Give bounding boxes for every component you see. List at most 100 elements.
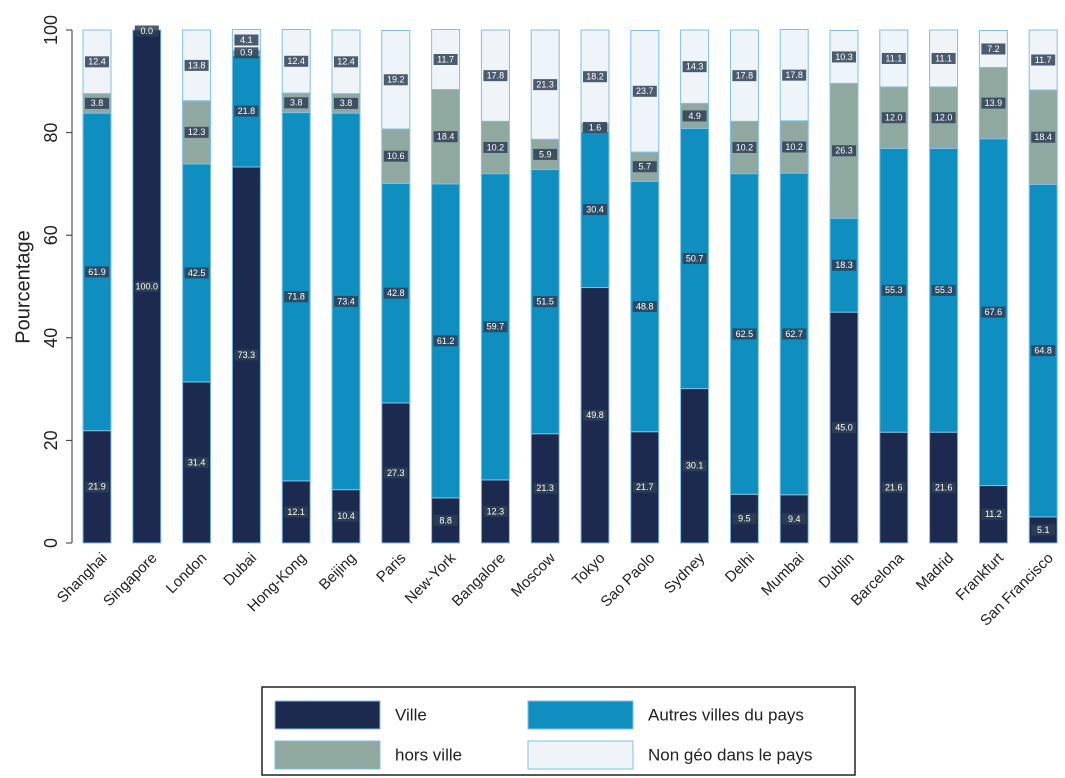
value-label: 49.8 bbox=[586, 410, 604, 420]
value-label-bg bbox=[832, 51, 856, 63]
value-label-bg bbox=[483, 505, 508, 517]
value-label-bg bbox=[284, 97, 309, 109]
value-label: 3.8 bbox=[91, 98, 104, 108]
value-label: 45.0 bbox=[835, 422, 853, 432]
value-label: 19.2 bbox=[387, 75, 405, 85]
x-tick-label: Delhi bbox=[722, 550, 758, 586]
value-label-bg bbox=[234, 34, 259, 46]
value-label-bg bbox=[632, 481, 657, 493]
value-label: 10.2 bbox=[487, 142, 505, 152]
value-label-bg bbox=[284, 291, 309, 303]
y-tick-label: 80 bbox=[41, 123, 61, 143]
value-label: 0.9 bbox=[240, 48, 253, 58]
y-tick-label: 100 bbox=[41, 15, 61, 45]
y-tick-label: 0 bbox=[41, 538, 61, 548]
value-label-bg bbox=[981, 43, 1006, 55]
value-label: 5.7 bbox=[639, 162, 652, 172]
value-label: 18.4 bbox=[1034, 132, 1052, 142]
value-label: 12.4 bbox=[88, 57, 106, 67]
x-tick-label: Sydney bbox=[661, 549, 709, 597]
value-label-bg bbox=[782, 141, 807, 153]
value-label: 21.9 bbox=[88, 482, 106, 492]
value-label-bg bbox=[782, 513, 807, 525]
value-label-bg bbox=[881, 112, 906, 124]
value-label: 12.3 bbox=[188, 127, 206, 137]
value-label-bg bbox=[85, 481, 109, 493]
value-label: 21.7 bbox=[636, 482, 654, 492]
value-label-bg bbox=[184, 456, 209, 468]
value-label: 51.5 bbox=[536, 297, 554, 307]
value-label: 73.3 bbox=[238, 350, 256, 360]
value-label-bg bbox=[184, 59, 209, 71]
value-label: 11.1 bbox=[935, 53, 952, 63]
value-label: 21.8 bbox=[238, 106, 256, 116]
value-label-bg bbox=[682, 61, 707, 73]
value-label-bg bbox=[981, 508, 1006, 520]
value-label-bg bbox=[533, 148, 558, 160]
x-tick-label: Dubai bbox=[220, 550, 260, 590]
value-label: 18.4 bbox=[437, 132, 455, 142]
value-label: 4.9 bbox=[688, 111, 701, 121]
value-label: 42.8 bbox=[387, 288, 405, 298]
value-label: 17.8 bbox=[736, 71, 754, 81]
value-label: 1.6 bbox=[589, 122, 602, 132]
value-label: 14.3 bbox=[686, 62, 704, 72]
value-label-bg bbox=[881, 284, 906, 296]
value-label-bg bbox=[234, 349, 259, 361]
y-axis-label: Pourcentage bbox=[12, 230, 34, 343]
value-label-bg bbox=[383, 467, 408, 479]
x-tick-label: Barcelona bbox=[848, 549, 908, 609]
x-tick-label: Bangalore bbox=[449, 550, 509, 610]
value-label: 3.8 bbox=[290, 98, 303, 108]
value-label-bg bbox=[383, 287, 408, 299]
value-label: 21.6 bbox=[885, 482, 903, 492]
value-label: 13.9 bbox=[985, 98, 1003, 108]
value-label: 10.2 bbox=[736, 142, 754, 152]
value-label-bg bbox=[234, 47, 259, 59]
value-label-bg bbox=[433, 514, 458, 526]
x-tick-label: Moscow bbox=[508, 549, 559, 600]
value-label: 64.8 bbox=[1034, 346, 1052, 356]
value-label: 10.6 bbox=[387, 151, 405, 161]
value-label: 21.3 bbox=[536, 483, 554, 493]
value-label: 18.2 bbox=[586, 72, 604, 82]
legend-swatch bbox=[527, 700, 634, 730]
value-label-bg bbox=[334, 510, 358, 522]
value-label-bg bbox=[583, 121, 607, 133]
value-label: 23.7 bbox=[636, 86, 654, 96]
value-label-bg bbox=[234, 105, 259, 117]
value-label-bg bbox=[433, 131, 458, 143]
value-label-bg bbox=[732, 70, 757, 82]
value-label: 31.4 bbox=[188, 457, 206, 467]
value-label-bg bbox=[782, 328, 807, 340]
value-label-bg bbox=[583, 409, 607, 421]
value-label: 9.5 bbox=[738, 514, 751, 524]
y-tick-label: 40 bbox=[41, 328, 61, 348]
value-label-bg bbox=[483, 141, 508, 153]
value-label: 13.8 bbox=[188, 60, 206, 70]
value-label-bg bbox=[334, 295, 358, 307]
value-label-bg bbox=[632, 301, 657, 313]
value-label: 0.0 bbox=[141, 26, 154, 36]
value-label: 48.8 bbox=[636, 301, 654, 311]
value-label-bg bbox=[433, 335, 458, 347]
value-label: 12.4 bbox=[287, 56, 305, 66]
value-label-bg bbox=[334, 97, 358, 109]
value-label-bg bbox=[85, 56, 109, 68]
value-label: 12.0 bbox=[885, 113, 903, 123]
legend-label: Ville bbox=[395, 705, 427, 724]
value-label: 5.9 bbox=[539, 149, 552, 159]
legend-label: Autres villes du pays bbox=[648, 705, 804, 724]
value-label: 12.0 bbox=[935, 113, 953, 123]
value-label-bg bbox=[881, 482, 906, 494]
value-label: 30.1 bbox=[686, 461, 704, 471]
value-label-bg bbox=[931, 482, 956, 494]
value-label-bg bbox=[583, 204, 607, 216]
value-label: 21.3 bbox=[536, 80, 554, 90]
value-label: 26.3 bbox=[835, 146, 853, 156]
value-label: 17.8 bbox=[785, 70, 803, 80]
value-label-bg bbox=[732, 141, 757, 153]
value-label-bg bbox=[483, 321, 508, 333]
value-label-bg bbox=[433, 53, 458, 65]
value-label-bg bbox=[931, 52, 956, 64]
